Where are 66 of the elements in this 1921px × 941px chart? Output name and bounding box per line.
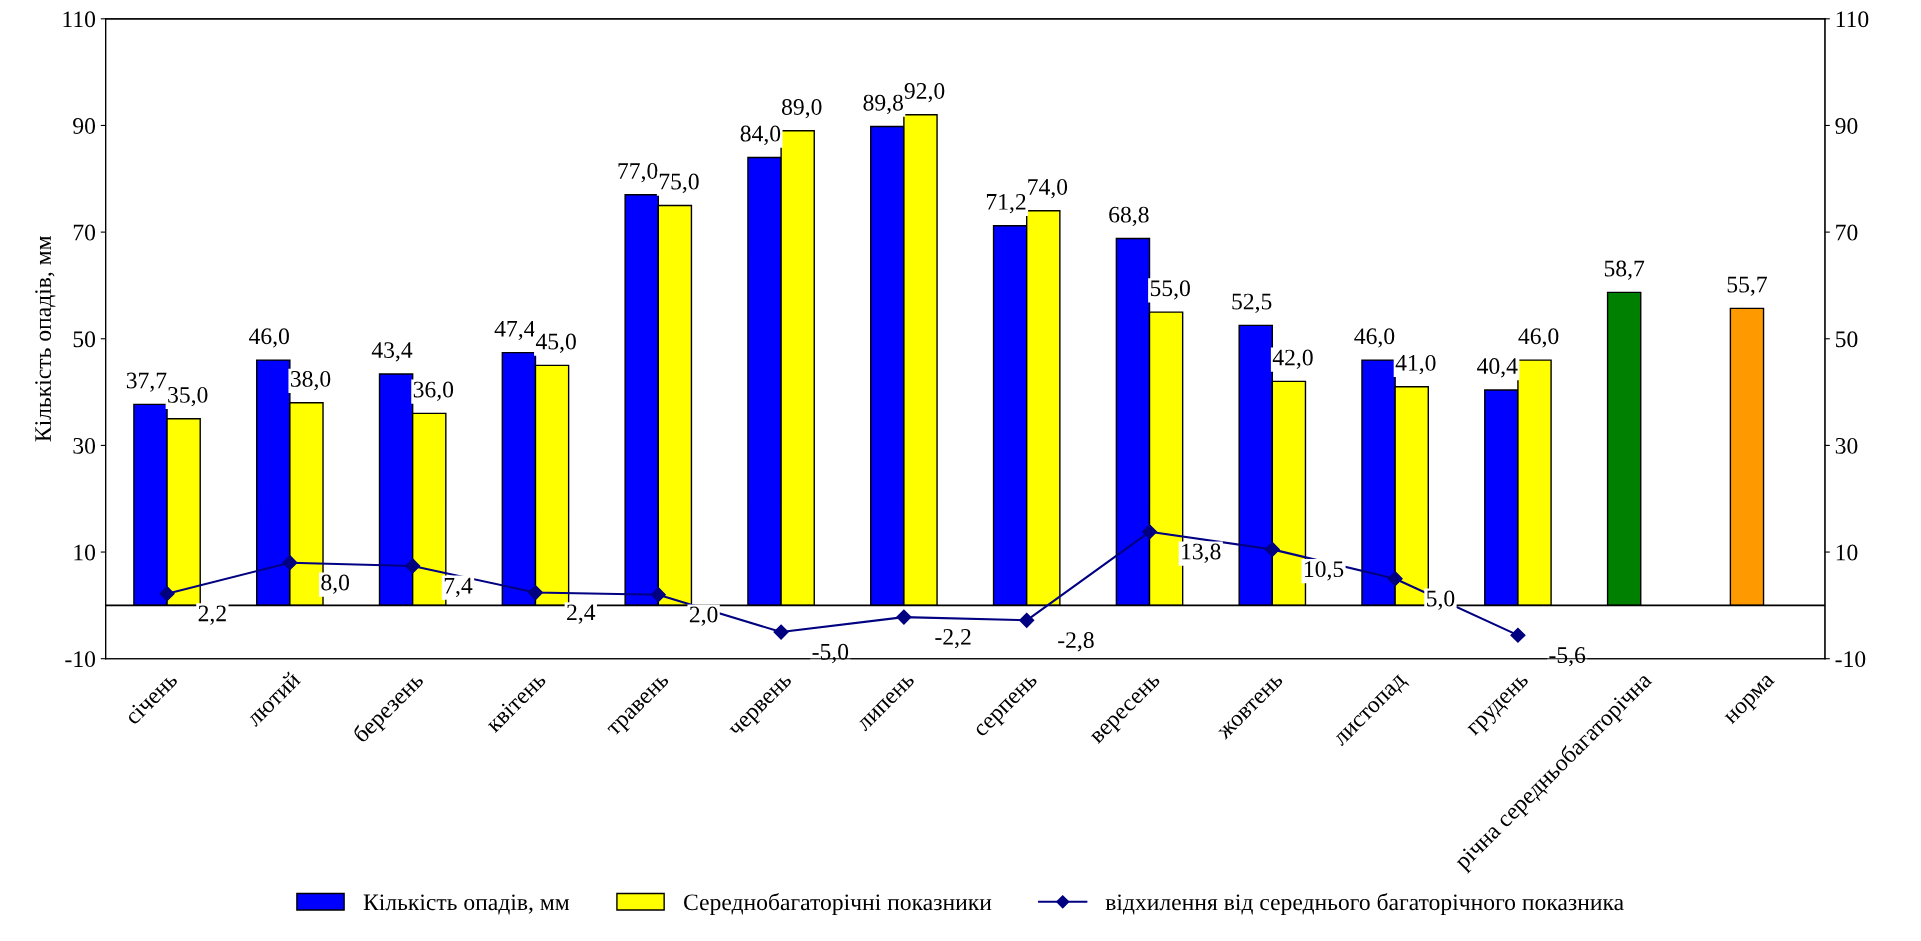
data-label: 89,8 [863,94,903,115]
y-axis-title: Кількість опадів, мм [35,235,56,442]
data-label: 55,7 [1727,276,1767,296]
y-tick-label: -10 [65,651,96,668]
data-label: 37,7 [126,372,167,392]
data-label: 46,0 [1354,328,1395,348]
y-tick-label: 30 [73,437,96,454]
data-label: 47,4 [494,320,536,341]
data-label: 46,0 [249,328,289,348]
y-tick-label: 10 [74,544,96,561]
data-label: 7,4 [444,577,473,598]
data-label: 2,2 [198,605,226,625]
data-label: 13,8 [1182,543,1221,563]
y2-tick-label: 90 [1835,117,1858,134]
data-label: 43,4 [371,342,413,362]
point [159,586,175,602]
data-label: 68,8 [1109,206,1149,226]
data-label: 58,7 [1604,260,1645,280]
point [650,587,666,603]
legend-label: Середнобагаторічні показники [684,893,992,916]
y-tick-label: 70 [73,224,96,241]
legend-label: Кількість опадів, мм [363,894,570,915]
y2-tick-label: 30 [1835,437,1858,454]
point [896,609,912,625]
y2-tick-label: -10 [1835,651,1866,668]
data-label: 46,0 [1518,328,1559,348]
data-label: 10,5 [1304,561,1344,581]
data-label: -2,8 [1058,632,1094,652]
y2-tick-label: 70 [1836,224,1858,241]
point [282,555,298,571]
point [1264,541,1280,557]
data-label: 74,0 [1028,178,1068,199]
point [1141,524,1158,540]
y-tick-label: 50 [73,331,96,348]
data-label: 41,0 [1395,354,1436,375]
legend-label: відхилення від середнього багаторічного показника [1105,893,1624,916]
y2-tick-label: 10 [1836,544,1858,561]
data-label: 2,4 [567,604,596,624]
data-label: 35,0 [168,386,208,407]
data-label: 45,0 [535,333,576,353]
y2-tick-label: 110 [1836,11,1869,28]
data-label: 5,0 [1427,590,1455,610]
data-label: 77,0 [618,162,658,183]
y-tick-label: 110 [63,11,96,28]
point [405,558,421,574]
data-label: 75,0 [659,173,699,193]
data-label: 71,2 [986,193,1026,214]
data-label: -2,2 [935,628,971,649]
point [1510,627,1526,643]
point [1387,571,1403,587]
data-label: 42,0 [1272,349,1313,369]
data-label: 92,0 [904,82,945,103]
data-label: 40,4 [1477,358,1518,378]
y-tick-label: 90 [73,117,96,134]
point [773,624,789,640]
data-label: 89,0 [781,98,822,119]
data-label: 84,0 [740,125,781,145]
data-label: 8,0 [321,574,350,594]
data-label: 2,0 [689,606,718,626]
point [527,585,544,601]
data-label: 52,5 [1232,293,1272,313]
point [1019,612,1035,628]
data-label: 55,0 [1150,280,1190,300]
data-label: 38,0 [290,370,331,391]
data-label: 36,0 [413,381,454,401]
y2-tick-label: 50 [1836,331,1858,348]
